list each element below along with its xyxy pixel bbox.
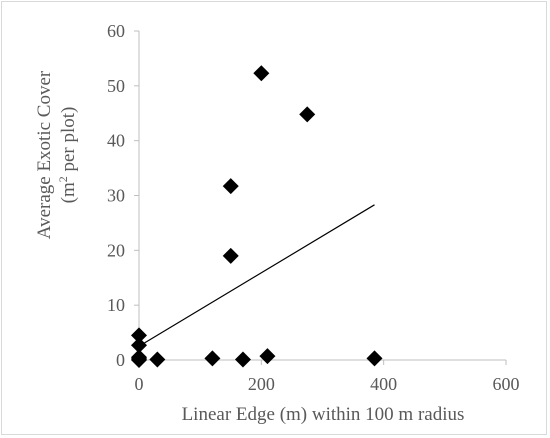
data-point <box>253 65 270 82</box>
y-axis-unit-suffix: per plot) <box>58 107 79 177</box>
data-point <box>222 247 239 264</box>
data-point <box>149 351 166 368</box>
y-axis-title: Average Exotic Cover <box>34 70 55 239</box>
trendline <box>138 204 375 347</box>
data-point <box>299 106 316 123</box>
y-axis-unit: (m2 per plot) <box>56 107 79 204</box>
x-axis-title: Linear Edge (m) within 100 m radius <box>182 404 465 425</box>
x-tick-label: 0 <box>135 374 144 394</box>
data-point <box>222 178 239 195</box>
y-axis-unit-group: (m2 per plot) <box>56 107 79 204</box>
data-points <box>131 65 383 368</box>
data-point <box>131 327 147 344</box>
data-point <box>131 337 147 354</box>
data-point <box>204 350 221 367</box>
y-tick-label: 50 <box>107 76 125 96</box>
x-tick-label: 600 <box>493 374 520 394</box>
y-tick-label: 30 <box>107 186 125 206</box>
trendline-group <box>138 204 375 347</box>
y-tick-label: 60 <box>107 21 125 41</box>
y-tick-label: 40 <box>107 131 125 151</box>
y-tick-label: 0 <box>116 350 125 370</box>
y-axis-unit-prefix: (m <box>58 182 79 203</box>
y-tick-label: 20 <box>107 240 125 260</box>
data-point <box>131 352 147 368</box>
y-tick-label: 10 <box>107 295 125 315</box>
x-tick-label: 200 <box>248 374 275 394</box>
data-point <box>259 348 276 365</box>
y-axis-unit-sup: 2 <box>56 176 70 182</box>
data-point <box>366 350 383 367</box>
data-point <box>234 351 251 368</box>
axes <box>134 30 507 365</box>
y-axis-title-group: Average Exotic Cover <box>34 70 55 239</box>
x-tick-label: 400 <box>370 374 397 394</box>
